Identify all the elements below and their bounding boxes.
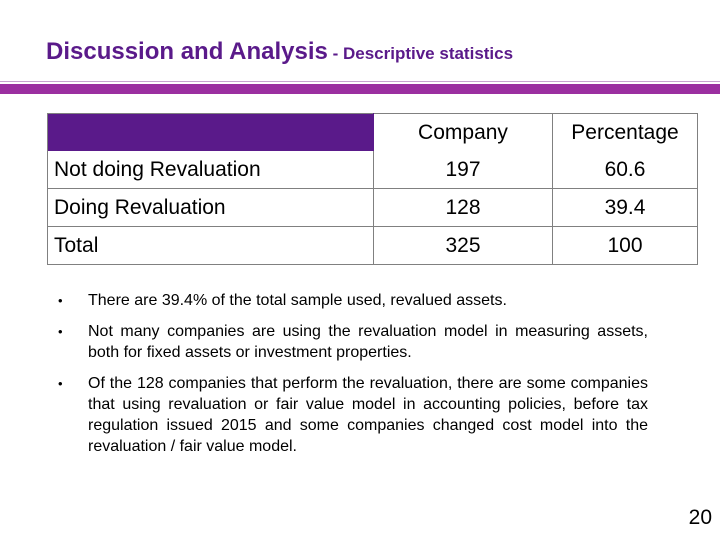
- row-company-count: 197: [373, 151, 553, 189]
- row-company-count: 325: [373, 226, 553, 265]
- row-company-count: 128: [373, 188, 553, 227]
- bullet-text: Of the 128 companies that perform the re…: [88, 375, 648, 455]
- table-header-cell: [47, 113, 374, 151]
- row-percentage: 100: [552, 226, 698, 265]
- table-header-percentage: Percentage: [552, 113, 698, 151]
- bullet-item: • There are 39.4% of the total sample use…: [56, 290, 648, 311]
- bullet-text: There are 39.4% of the total sample used…: [88, 292, 507, 309]
- table-row: Total 325 100: [47, 226, 698, 265]
- row-label: Not doing Revaluation: [47, 151, 374, 189]
- statistics-table: Company Percentage Not doing Revaluation…: [47, 113, 698, 265]
- bullet-dot-icon: •: [58, 293, 63, 308]
- slide-title: Discussion and Analysis - Descriptive st…: [46, 38, 513, 66]
- bullet-item: • Of the 128 companies that perform the r…: [56, 373, 648, 457]
- row-percentage: 39.4: [552, 188, 698, 227]
- title-main: Discussion and Analysis: [46, 38, 328, 65]
- title-divider-line: [0, 81, 720, 82]
- row-label: Doing Revaluation: [47, 188, 374, 227]
- bullet-text: Not many companies are using the revalua…: [88, 323, 648, 361]
- title-accent-bar: [0, 84, 720, 94]
- bullet-item: • Not many companies are using the revalu…: [56, 321, 648, 363]
- bullet-list: • There are 39.4% of the total sample use…: [56, 290, 648, 467]
- table-header-company: Company: [373, 113, 553, 151]
- title-subtitle: - Descriptive statistics: [327, 44, 514, 63]
- bullet-dot-icon: •: [58, 376, 63, 391]
- table-row: Not doing Revaluation 197 60.6: [47, 151, 698, 189]
- row-label: Total: [47, 226, 374, 265]
- table-header-row: Company Percentage: [47, 113, 698, 151]
- table-row: Doing Revaluation 128 39.4: [47, 188, 698, 227]
- page-number: 20: [688, 506, 712, 529]
- row-percentage: 60.6: [552, 151, 698, 189]
- bullet-dot-icon: •: [58, 324, 63, 339]
